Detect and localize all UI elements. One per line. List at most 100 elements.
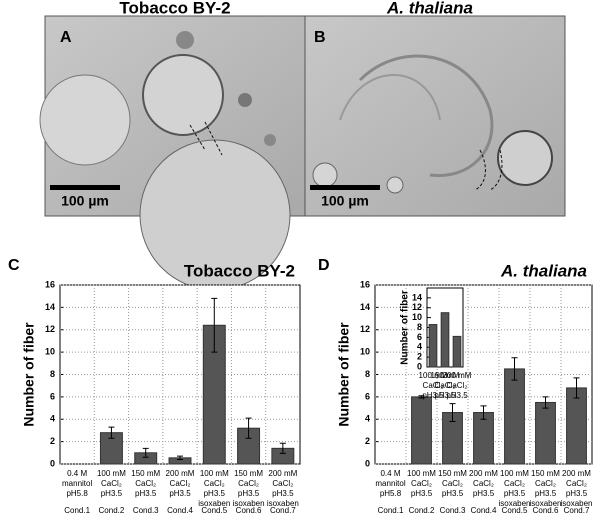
x-tick-label: CaCl₂ xyxy=(535,479,556,488)
x-tick-label: CaCl₂ xyxy=(135,479,156,488)
condition-label: Cond.1 xyxy=(378,506,404,515)
panel-title: Tobacco BY-2 xyxy=(119,0,230,17)
x-tick-label: CaCl₂ xyxy=(238,479,259,488)
y-tick-label: 12 xyxy=(360,324,370,334)
chart-title: A. thaliana xyxy=(500,261,587,280)
condition-label: Cond.4 xyxy=(167,506,193,515)
x-tick-label: 200 mM xyxy=(469,469,498,478)
y-axis-label: Number of fiber xyxy=(336,322,352,427)
x-tick-label: pH3.5 xyxy=(434,391,456,400)
y-tick-label: 10 xyxy=(412,312,422,322)
error-bar xyxy=(177,455,183,461)
x-tick-label: CaCl₂ xyxy=(423,381,444,390)
condition-label: Cond.4 xyxy=(471,506,497,515)
x-tick-label: isoxaben xyxy=(498,499,530,508)
x-tick-label: 0.4 M xyxy=(380,469,400,478)
micrograph-a xyxy=(39,15,306,291)
chart-title: Tobacco BY-2 xyxy=(184,261,295,280)
x-tick-label: 200 mM xyxy=(268,469,297,478)
x-tick-label: isoxaben xyxy=(233,499,265,508)
y-tick-label: 4 xyxy=(365,414,370,424)
panel-title: A. thaliana xyxy=(386,0,473,17)
bar xyxy=(411,396,432,465)
panel-label: D xyxy=(318,257,330,274)
condition-label: Cond.3 xyxy=(133,506,159,515)
x-tick-label: pH5.8 xyxy=(380,489,402,498)
x-tick-label: CaCl₂ xyxy=(170,479,191,488)
x-tick-label: pH5.8 xyxy=(66,489,88,498)
y-axis-label: Number of fiber xyxy=(21,322,37,427)
x-tick-label: CaCl₂ xyxy=(473,479,494,488)
x-tick-label: isoxaben xyxy=(198,499,230,508)
y-tick-label: 4 xyxy=(417,342,422,352)
x-tick-label: pH3.5 xyxy=(411,489,433,498)
condition-label: Cond.2 xyxy=(409,506,435,515)
y-tick-label: 2 xyxy=(365,436,370,446)
x-tick-label: pH3.5 xyxy=(238,489,260,498)
y-tick-label: 16 xyxy=(360,279,370,289)
y-tick-label: 4 xyxy=(50,414,55,424)
x-tick-label: 100 mM xyxy=(200,469,229,478)
scale-bar-label: 100 µm xyxy=(61,193,109,209)
condition-label: Cond.2 xyxy=(99,506,125,515)
x-tick-label: CaCl₂ xyxy=(101,479,122,488)
condition-label: Cond.7 xyxy=(270,506,296,515)
micrograph-b xyxy=(304,15,566,217)
y-tick-label: 14 xyxy=(412,292,422,302)
y-tick-label: 16 xyxy=(45,279,55,289)
x-tick-label: pH3.5 xyxy=(504,489,526,498)
y-tick-label: 0 xyxy=(365,458,370,468)
condition-label: Cond.3 xyxy=(440,506,466,515)
x-tick-label: CaCl₂ xyxy=(504,479,525,488)
error-bar xyxy=(245,417,252,439)
y-tick-label: 6 xyxy=(417,332,422,342)
bar xyxy=(473,412,494,465)
y-tick-label: 12 xyxy=(45,324,55,334)
x-tick-label: 150 mM xyxy=(431,371,460,380)
panel-label: C xyxy=(8,257,20,274)
x-tick-label: 0.4 M xyxy=(67,469,87,478)
x-tick-label: 100 mM xyxy=(419,371,448,380)
x-tick-label: pH3.5 xyxy=(422,391,444,400)
x-tick-label: CaCl₂ xyxy=(204,479,225,488)
condition-label: Cond.7 xyxy=(564,506,590,515)
x-tick-label: isoxaben xyxy=(560,499,592,508)
x-tick-label: mannitol xyxy=(375,479,405,488)
x-tick-label: pH3.5 xyxy=(272,489,294,498)
x-tick-label: 200 mM xyxy=(562,469,591,478)
condition-label: Cond.1 xyxy=(64,506,90,515)
error-bar xyxy=(108,426,115,439)
error-bar xyxy=(418,395,425,399)
x-tick-label: pH3.5 xyxy=(566,489,588,498)
y-axis-label: Number of fiber xyxy=(400,290,411,365)
bar xyxy=(428,324,438,368)
condition-label: Cond.6 xyxy=(533,506,559,515)
panel-label: B xyxy=(314,29,326,46)
y-tick-label: 14 xyxy=(45,302,55,312)
error-bar xyxy=(480,405,487,420)
x-tick-label: mannitol xyxy=(62,479,92,488)
y-tick-label: 2 xyxy=(417,352,422,362)
x-tick-label: pH3.5 xyxy=(169,489,191,498)
x-tick-label: 100 mM xyxy=(97,469,126,478)
y-tick-label: 6 xyxy=(365,391,370,401)
error-bar xyxy=(211,297,218,353)
error-bar xyxy=(449,403,456,422)
x-tick-label: 150 mM xyxy=(234,469,263,478)
x-tick-label: pH3.5 xyxy=(473,489,495,498)
y-tick-label: 0 xyxy=(50,458,55,468)
x-tick-label: 150 mM xyxy=(438,469,467,478)
x-tick-label: 100 mM xyxy=(407,469,436,478)
scale-bar-label: 100 µm xyxy=(321,193,369,209)
y-tick-label: 2 xyxy=(50,436,55,446)
y-tick-label: 6 xyxy=(50,391,55,401)
condition-label: Cond.6 xyxy=(236,506,262,515)
bar xyxy=(440,312,450,368)
x-tick-label: CaCl₂ xyxy=(411,479,432,488)
y-tick-label: 0 xyxy=(417,361,422,371)
y-tick-label: 8 xyxy=(417,322,422,332)
x-tick-label: CaCl₂ xyxy=(566,479,587,488)
x-tick-label: pH3.5 xyxy=(204,489,226,498)
x-tick-label: CaCl₂ xyxy=(435,381,456,390)
